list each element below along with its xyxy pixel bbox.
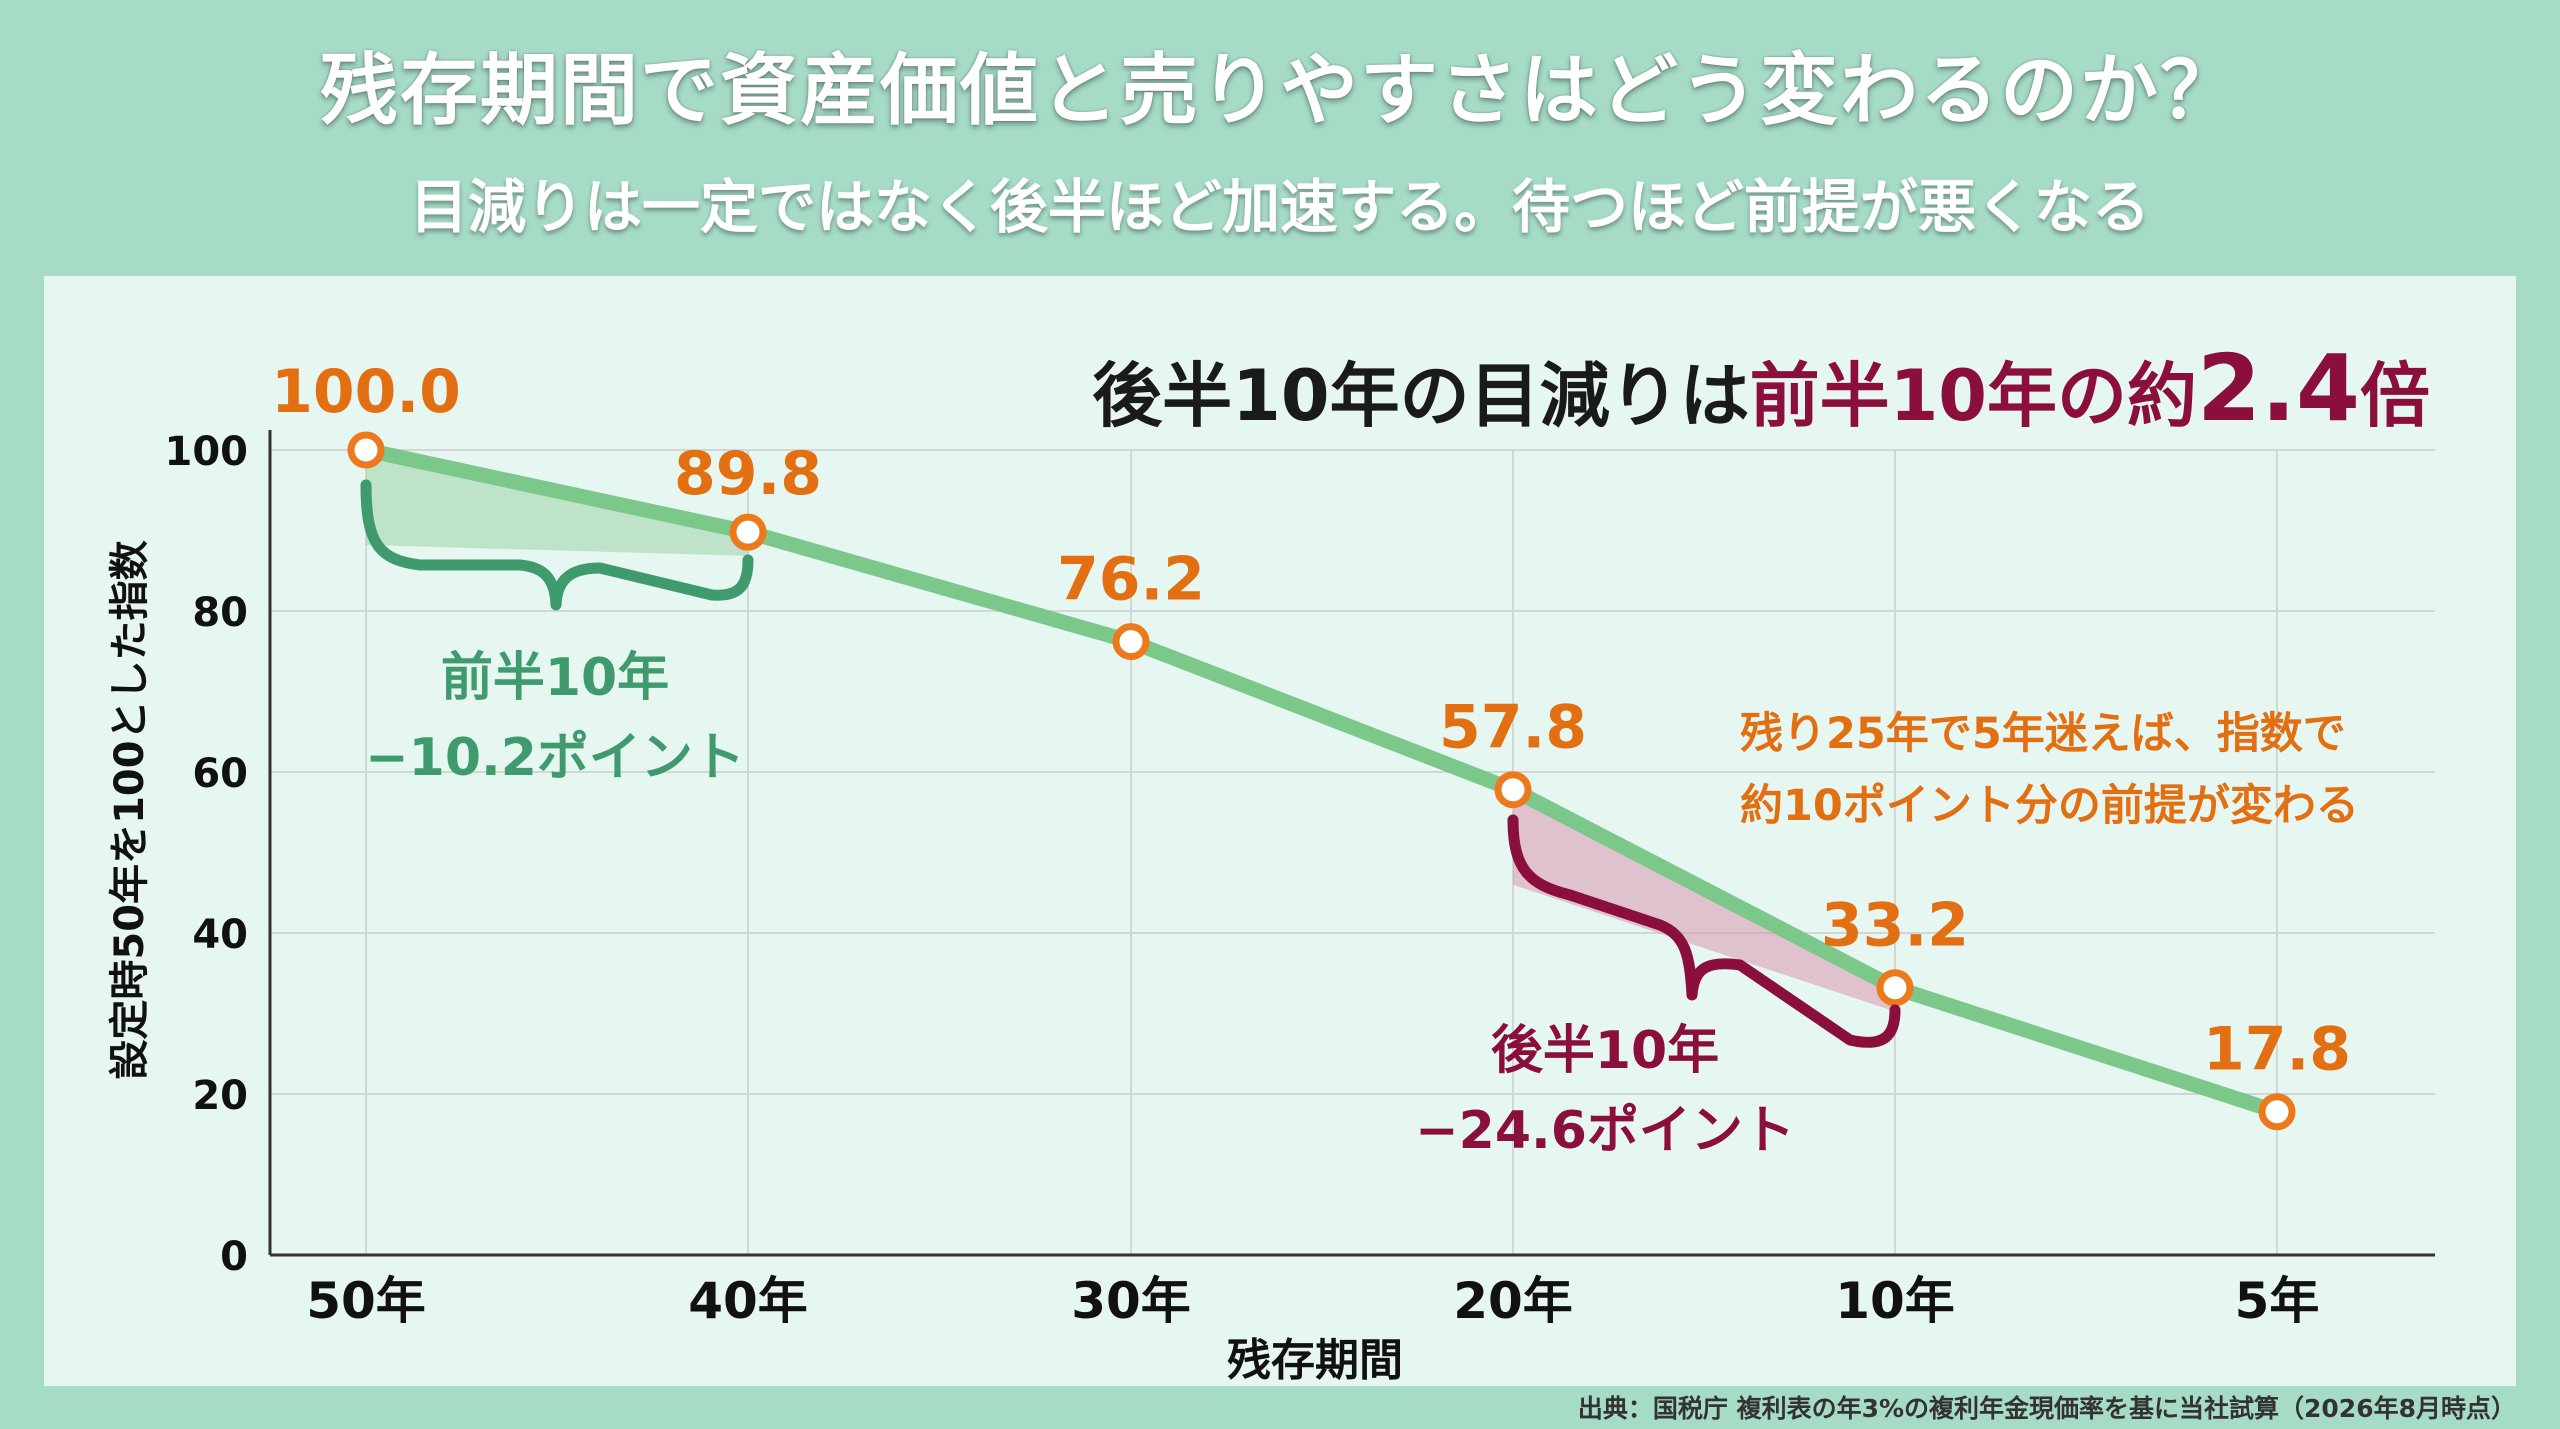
series-line xyxy=(358,442,2285,1120)
chart-title: 後半10年の目減りは前半10年の約2.4倍 xyxy=(1092,335,2430,442)
note-line-1: 残り25年で5年迷えば、指数で xyxy=(1740,709,2346,759)
second-half-delta: −24.6ポイント xyxy=(1415,1101,1795,1161)
chart-panel xyxy=(44,276,2516,1386)
x-tick-label: 10年 xyxy=(1835,1272,1955,1330)
data-labels: 100.0 89.8 76.2 57.8 33.2 17.8 xyxy=(271,357,2351,1085)
data-point xyxy=(347,431,385,469)
data-label: 89.8 xyxy=(674,439,822,509)
data-point xyxy=(1494,771,1532,809)
first-half-label: 前半10年 xyxy=(441,648,669,708)
second-half-label: 後半10年 xyxy=(1491,1021,1719,1081)
data-label: 17.8 xyxy=(2203,1015,2351,1085)
source-note: 出典：国税庁 複利表の年3%の複利年金現価率を基に当社試算（2026年8月時点） xyxy=(1577,1394,2516,1423)
data-label: 33.2 xyxy=(1821,891,1969,961)
y-tick-label: 80 xyxy=(192,590,248,636)
x-tick-label: 5年 xyxy=(2235,1272,2320,1330)
x-axis-title: 残存期間 xyxy=(1227,1335,1403,1386)
annotations: 後半10年の目減りは前半10年の約2.4倍前半10年−10.2ポイント後半10年… xyxy=(360,335,2430,1161)
y-tick-label: 20 xyxy=(192,1073,248,1119)
data-point xyxy=(1112,623,1150,661)
data-label: 100.0 xyxy=(271,357,461,427)
page-title: 残存期間で資産価値と売りやすさはどう変わるのか？ xyxy=(319,46,2240,136)
y-tick-label: 60 xyxy=(192,751,248,797)
second-half-brace xyxy=(1507,814,1901,1048)
y-axis-title: 設定時50年を100とした指数 xyxy=(107,540,153,1079)
data-label: 57.8 xyxy=(1439,693,1587,763)
note-line-2: 約10ポイント分の前提が変わる xyxy=(1740,781,2359,831)
chart-title-number: 2.4 xyxy=(2197,335,2360,442)
y-tick-label: 0 xyxy=(220,1234,248,1280)
data-point xyxy=(1876,969,1914,1007)
chart-title-tail: 倍 xyxy=(2360,355,2430,437)
series-line-group xyxy=(347,431,2296,1131)
data-point xyxy=(729,513,767,551)
chart-title-lead: 後半10年の目減りは xyxy=(1092,355,1749,437)
chart-title-highlight: 前半10年の約 xyxy=(1750,355,2197,437)
y-tick-label: 100 xyxy=(165,429,249,475)
x-tick-label: 20年 xyxy=(1453,1272,1573,1330)
x-tick-label: 30年 xyxy=(1071,1272,1191,1330)
x-tick-label: 50年 xyxy=(306,1272,426,1330)
first-half-delta: −10.2ポイント xyxy=(365,728,745,788)
data-label: 76.2 xyxy=(1057,545,1205,615)
y-tick-label: 40 xyxy=(192,912,248,958)
x-tick-label: 40年 xyxy=(688,1272,808,1330)
first-half-brace xyxy=(360,479,754,611)
page-subtitle: 目減りは一定ではなく後半ほど加速する。待つほど前提が悪くなる xyxy=(409,173,2150,241)
data-point xyxy=(2258,1093,2296,1131)
